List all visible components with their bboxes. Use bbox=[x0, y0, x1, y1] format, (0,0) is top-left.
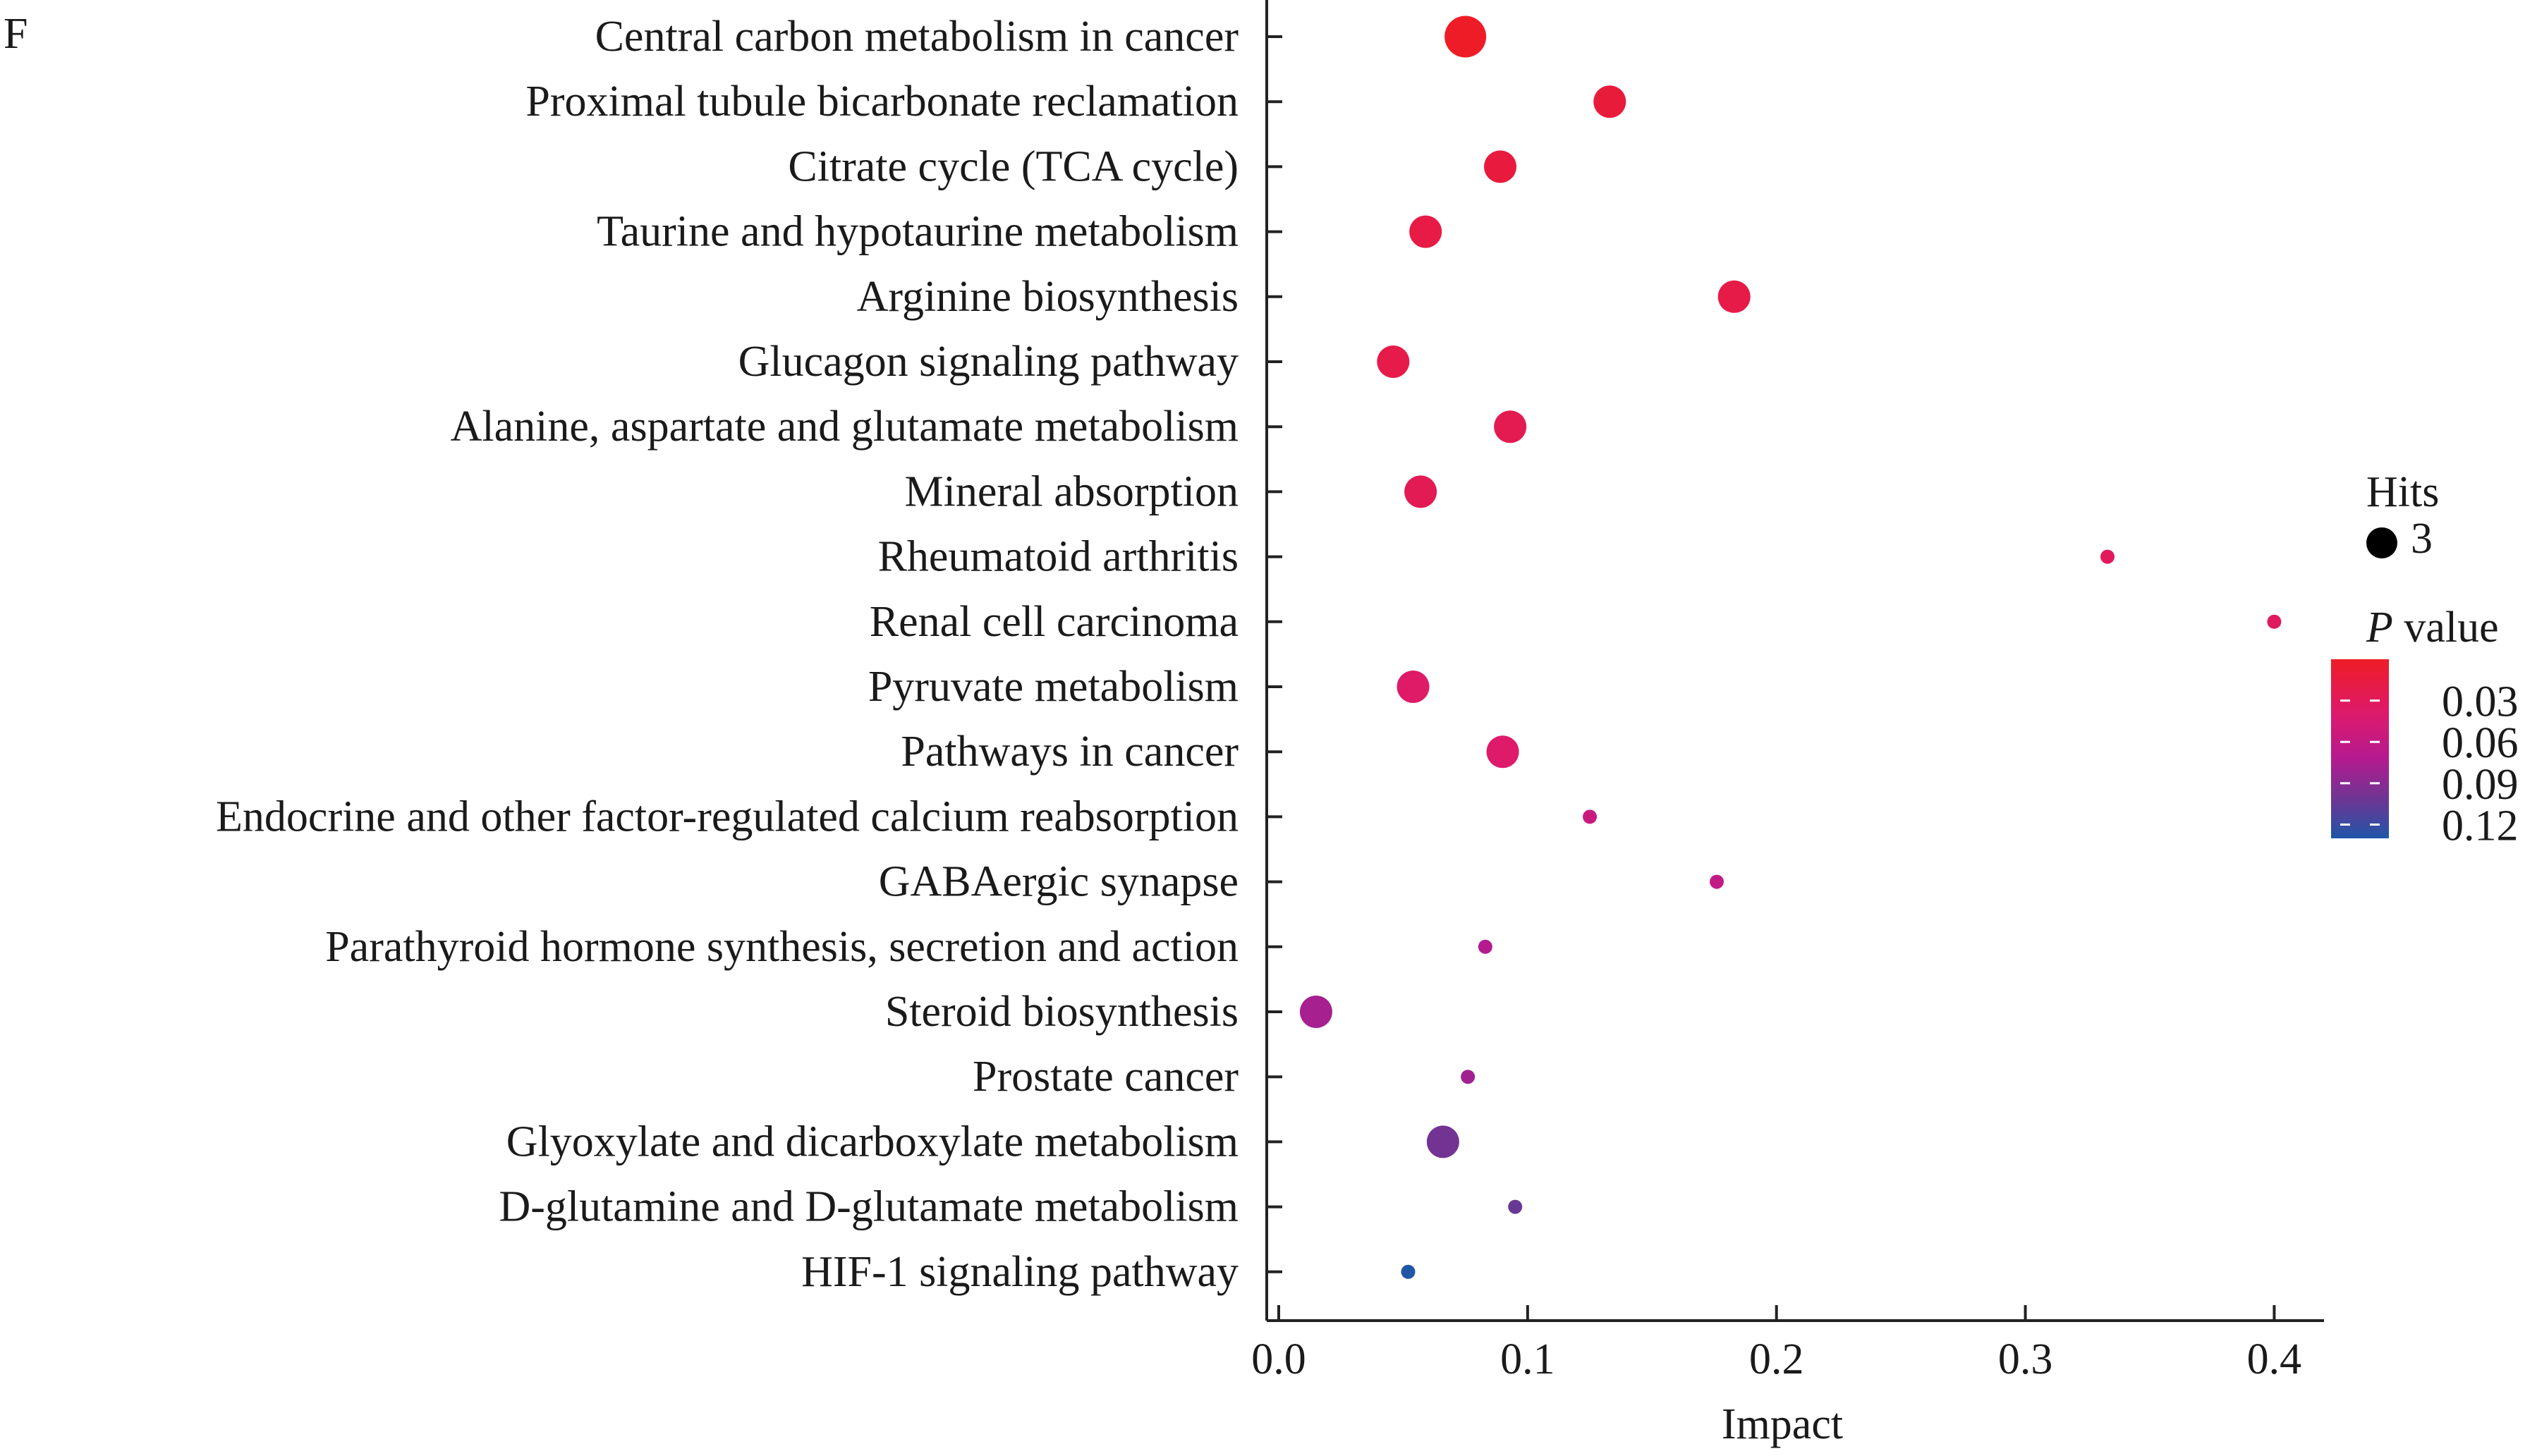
axes: 0.0 0.1 0.2 0.3 0.4 bbox=[1251, 0, 2324, 1383]
y-tick-label: D-glutamine and D-glutamate metabolism bbox=[499, 1183, 1239, 1231]
y-tick-label: Rheumatoid arthritis bbox=[878, 533, 1239, 581]
colorbar-tick-label: 0.12 bbox=[2442, 802, 2519, 850]
y-tick-label: Alanine, aspartate and glutamate metabol… bbox=[451, 403, 1239, 451]
hits-legend-value: 3 bbox=[2411, 515, 2433, 563]
data-point bbox=[1409, 215, 1442, 248]
data-points bbox=[1299, 16, 2282, 1279]
hits-legend-marker bbox=[2366, 527, 2397, 558]
y-tick-label: GABAergic synapse bbox=[879, 858, 1239, 906]
data-point bbox=[1426, 1125, 1459, 1158]
y-tick-label: Taurine and hypotaurine metabolism bbox=[597, 208, 1239, 256]
colorbar-tick-label: 0.06 bbox=[2442, 719, 2519, 767]
y-tick-label: Glyoxylate and dicarboxylate metabolism bbox=[506, 1118, 1239, 1166]
data-point bbox=[1404, 475, 1437, 508]
x-tick-label: 0.1 bbox=[1500, 1335, 1555, 1383]
y-tick-label: Citrate cycle (TCA cycle) bbox=[788, 142, 1239, 190]
pvalue-legend: P value 0.030.060.090.12 bbox=[2331, 604, 2519, 850]
data-point bbox=[1508, 1199, 1523, 1214]
data-point bbox=[1397, 671, 1430, 703]
hits-legend: Hits 3 bbox=[2366, 468, 2439, 563]
x-tick-label: 0.4 bbox=[2247, 1335, 2302, 1383]
y-tick-label: Mineral absorption bbox=[904, 467, 1239, 515]
data-point bbox=[2100, 549, 2115, 564]
pvalue-colorbar-ticks: 0.030.060.090.12 bbox=[2340, 678, 2519, 850]
pvalue-legend-title: P value bbox=[2366, 604, 2499, 651]
data-point bbox=[1461, 1070, 1476, 1084]
x-tick-label: 0.0 bbox=[1251, 1335, 1306, 1383]
x-tick-label: 0.3 bbox=[1998, 1335, 2053, 1383]
colorbar-tick-label: 0.03 bbox=[2442, 678, 2519, 726]
y-tick-label: Proximal tubule bicarbonate reclamation bbox=[525, 78, 1239, 126]
y-tick-label: Steroid biosynthesis bbox=[885, 988, 1239, 1036]
y-tick-label: Prostate cancer bbox=[973, 1053, 1239, 1101]
data-point bbox=[1478, 939, 1492, 954]
y-tick-label: Pyruvate metabolism bbox=[868, 663, 1239, 711]
data-point bbox=[1710, 874, 1724, 889]
pvalue-colorbar bbox=[2331, 659, 2389, 838]
data-point bbox=[1583, 809, 1598, 824]
y-tick-label: Glucagon signaling pathway bbox=[738, 338, 1239, 386]
data-point bbox=[1494, 410, 1527, 443]
y-axis-labels: Central carbon metabolism in cancer Proxi… bbox=[216, 13, 1239, 1296]
y-tick-label: Pathways in cancer bbox=[901, 728, 1239, 776]
x-tick-label: 0.2 bbox=[1749, 1335, 1804, 1383]
y-tick-label: Arginine biosynthesis bbox=[857, 273, 1239, 321]
y-tick-label: HIF-1 signaling pathway bbox=[801, 1248, 1239, 1296]
panel-label: F bbox=[4, 10, 28, 58]
data-point bbox=[1444, 16, 1487, 58]
data-point bbox=[1486, 735, 1519, 769]
data-point bbox=[1401, 1264, 1416, 1279]
data-point bbox=[1299, 996, 1332, 1028]
colorbar-tick-label: 0.09 bbox=[2442, 761, 2519, 809]
y-tick-label: Parathyroid hormone synthesis, secretion… bbox=[325, 923, 1239, 971]
hits-legend-title: Hits bbox=[2366, 468, 2439, 516]
data-point bbox=[1484, 150, 1517, 183]
y-tick-label: Central carbon metabolism in cancer bbox=[595, 13, 1239, 61]
data-point bbox=[1377, 345, 1410, 378]
y-tick-label: Renal cell carcinoma bbox=[870, 598, 1239, 646]
x-axis-title: Impact bbox=[1722, 1400, 1843, 1448]
y-tick-label: Endocrine and other factor-regulated cal… bbox=[216, 793, 1239, 840]
data-point bbox=[1593, 85, 1626, 118]
data-point bbox=[1717, 280, 1751, 313]
data-point bbox=[2267, 614, 2282, 629]
